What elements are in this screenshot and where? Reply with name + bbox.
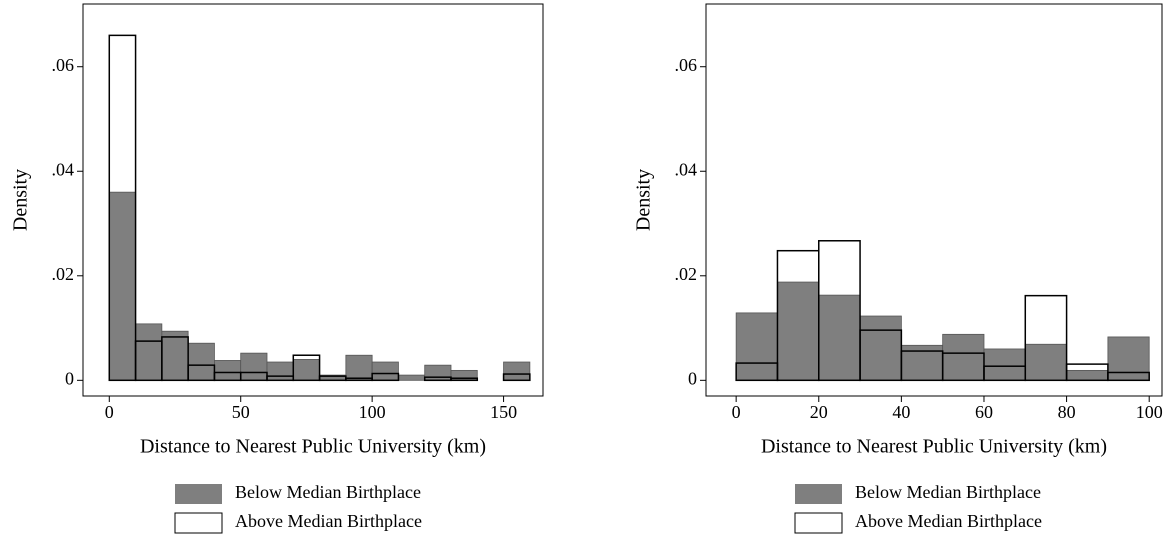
bar — [1066, 369, 1109, 381]
legend-swatch — [174, 512, 223, 534]
bar — [371, 372, 400, 382]
bar — [214, 360, 242, 381]
bar — [135, 323, 163, 381]
bar — [266, 361, 294, 381]
bar — [371, 361, 399, 381]
x-tick-label: 100 — [1136, 402, 1163, 422]
x-tick-label: 20 — [810, 402, 828, 422]
bar — [983, 348, 1026, 381]
x-tick-label: 0 — [732, 402, 741, 422]
legend-label: Above Median Birthplace — [235, 511, 422, 531]
bar — [1107, 371, 1150, 382]
x-axis-label: Distance to Nearest Public University (k… — [761, 436, 1107, 458]
bar — [108, 191, 136, 381]
bar — [240, 352, 268, 381]
legend-swatch — [175, 484, 222, 504]
bar — [1107, 336, 1150, 381]
bar — [450, 377, 479, 382]
y-tick-label: 0 — [688, 368, 697, 388]
y-tick-label: .06 — [675, 55, 698, 75]
bar — [1024, 343, 1067, 381]
y-tick-label: .02 — [675, 264, 698, 284]
bar — [503, 361, 531, 381]
legend-label: Below Median Birthplace — [235, 482, 421, 502]
bar — [398, 374, 426, 381]
x-tick-label: 150 — [490, 402, 517, 422]
bar — [818, 240, 861, 382]
bar — [818, 294, 861, 381]
legend-swatch — [794, 512, 843, 534]
x-tick-label: 50 — [232, 402, 250, 422]
bar — [1024, 294, 1068, 382]
x-axis-label: Distance to Nearest Public University (k… — [140, 436, 486, 458]
bar — [345, 354, 373, 381]
bar — [777, 281, 820, 381]
bar — [161, 330, 189, 381]
bar — [735, 312, 778, 381]
chart: 0 .02 .04 .06 0 20 40 60 80 100 Distance to Neares… — [633, 3, 1163, 534]
y-tick-label: .02 — [52, 264, 75, 284]
legend-label: Above Median Birthplace — [855, 511, 1042, 531]
bar — [859, 315, 902, 381]
bar — [942, 333, 985, 381]
legend-swatch — [795, 484, 842, 504]
legend-label: Below Median Birthplace — [855, 482, 1041, 502]
y-axis-label: Density — [10, 169, 32, 231]
y-tick-label: .06 — [52, 55, 75, 75]
bar — [424, 364, 452, 381]
bar — [292, 359, 320, 381]
plot-frame — [82, 3, 544, 397]
bar — [108, 34, 137, 382]
y-tick-label: .04 — [675, 159, 698, 179]
y-axis-label: Density — [633, 169, 655, 231]
bar — [502, 373, 531, 382]
x-tick-label: 80 — [1058, 402, 1076, 422]
x-tick-label: 100 — [359, 402, 386, 422]
x-tick-label: 0 — [105, 402, 114, 422]
plot-frame — [705, 3, 1163, 397]
bar — [161, 336, 189, 382]
bar — [292, 354, 321, 382]
y-tick-label: .04 — [52, 159, 75, 179]
x-tick-label: 60 — [975, 402, 993, 422]
bar — [187, 342, 215, 381]
x-tick-label: 40 — [892, 402, 910, 422]
y-tick-label: 0 — [65, 368, 74, 388]
